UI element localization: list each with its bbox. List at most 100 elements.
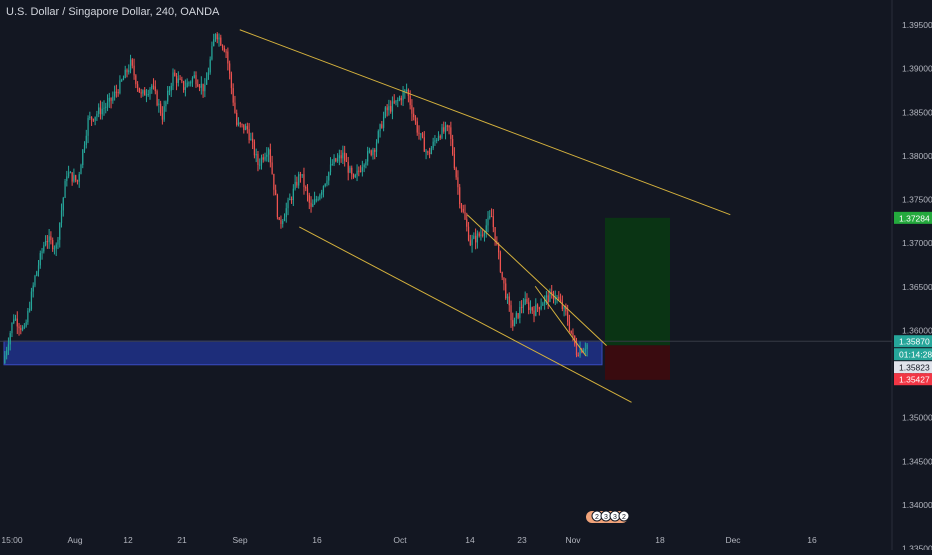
candle-body	[175, 75, 178, 83]
candle-body	[289, 199, 291, 201]
candle-body	[321, 192, 323, 195]
price-label-countdown[interactable]: 01:14:28	[894, 348, 932, 361]
candle-body	[14, 318, 17, 320]
position-target-zone[interactable]	[605, 217, 670, 346]
candle-body	[517, 313, 519, 318]
lower-channel-line[interactable]	[299, 226, 632, 403]
wedge-top-line[interactable]	[466, 214, 607, 346]
candle	[133, 58, 135, 80]
candle-body	[519, 306, 521, 318]
candle-body	[535, 304, 537, 316]
candle	[282, 219, 284, 228]
candle	[398, 95, 401, 102]
candle-body	[23, 326, 25, 328]
candle-body	[503, 277, 505, 284]
price-label-target[interactable]: 1.37284	[894, 211, 932, 224]
candle-body	[333, 158, 335, 165]
time-axis[interactable]: 15:00 Aug 12 21 Sep 16 Oct 14 23 Nov 18 Dec 16	[1, 535, 817, 545]
candle	[565, 303, 567, 316]
candle-body	[368, 150, 371, 152]
price-axis[interactable]: 1.39500 1.39000 1.38500 1.38000 1.37500 1.370…	[894, 20, 932, 554]
price-label-marker[interactable]: 1.35823	[894, 361, 932, 374]
candle-body	[87, 117, 89, 136]
candle-body	[129, 59, 132, 71]
candle-body	[283, 217, 286, 222]
wedge-bottom-line[interactable]	[534, 285, 587, 357]
candle-body	[443, 127, 445, 132]
candle-body	[359, 170, 362, 172]
candle-body	[485, 225, 487, 234]
candle	[73, 168, 75, 183]
candle-body	[402, 92, 404, 101]
candle-body	[464, 211, 466, 220]
candle	[529, 300, 532, 314]
candle-body	[275, 189, 277, 196]
candle-body	[345, 160, 348, 162]
candle-body	[436, 139, 438, 141]
candle	[381, 120, 383, 129]
candle-body	[41, 251, 43, 254]
event-dot[interactable]	[618, 510, 630, 522]
candle	[345, 153, 348, 162]
candle	[558, 291, 560, 301]
price-label-bg	[894, 348, 932, 361]
upper-channel-line[interactable]	[239, 29, 731, 216]
candle	[515, 311, 517, 324]
candle	[39, 250, 41, 269]
candle	[388, 99, 390, 116]
candle-body	[326, 180, 328, 184]
candle-body	[163, 106, 165, 120]
candle	[340, 150, 342, 163]
candle	[344, 145, 346, 167]
price-label-stop[interactable]: 1.35427	[894, 373, 932, 386]
candle-body	[439, 136, 441, 138]
candle-body	[524, 299, 526, 305]
candle-body	[223, 48, 225, 52]
candle-body	[294, 181, 296, 189]
candle	[105, 102, 107, 114]
candle-body	[361, 167, 363, 172]
candle-body	[34, 275, 36, 286]
candle	[112, 91, 114, 104]
candle-body	[119, 80, 121, 94]
candle	[526, 293, 528, 305]
candle	[64, 178, 66, 199]
candle-body	[52, 240, 54, 250]
candle	[533, 306, 535, 323]
candle-body	[416, 121, 418, 133]
position-stop-zone[interactable]	[605, 345, 670, 380]
candle	[183, 80, 185, 93]
candle-body	[145, 94, 148, 96]
candle	[62, 196, 64, 217]
candle	[90, 116, 93, 126]
candle-body	[469, 240, 471, 246]
candle-body	[250, 138, 252, 141]
candle	[384, 106, 386, 119]
candle-body	[418, 132, 420, 134]
candle	[55, 242, 57, 257]
x-tick-label: 18	[655, 535, 665, 545]
candle	[328, 171, 330, 186]
candle	[271, 155, 273, 175]
candle	[206, 72, 208, 85]
x-tick-label: 23	[517, 535, 527, 545]
candle-body	[253, 141, 256, 156]
candle	[181, 76, 183, 84]
candle-body	[43, 245, 45, 252]
candle	[136, 81, 139, 92]
support-zone[interactable]	[3, 340, 603, 366]
candle-body	[390, 106, 392, 112]
price-label-text: 1.37284	[899, 213, 930, 223]
candle-body	[567, 311, 569, 322]
candle-body	[544, 297, 546, 304]
candle	[229, 60, 231, 80]
candle-body	[427, 151, 429, 153]
candle-body	[248, 129, 250, 141]
candle-body	[112, 96, 114, 101]
candle	[446, 124, 448, 132]
candle	[13, 314, 15, 325]
price-label-last[interactable]: 1.35870	[894, 335, 932, 348]
